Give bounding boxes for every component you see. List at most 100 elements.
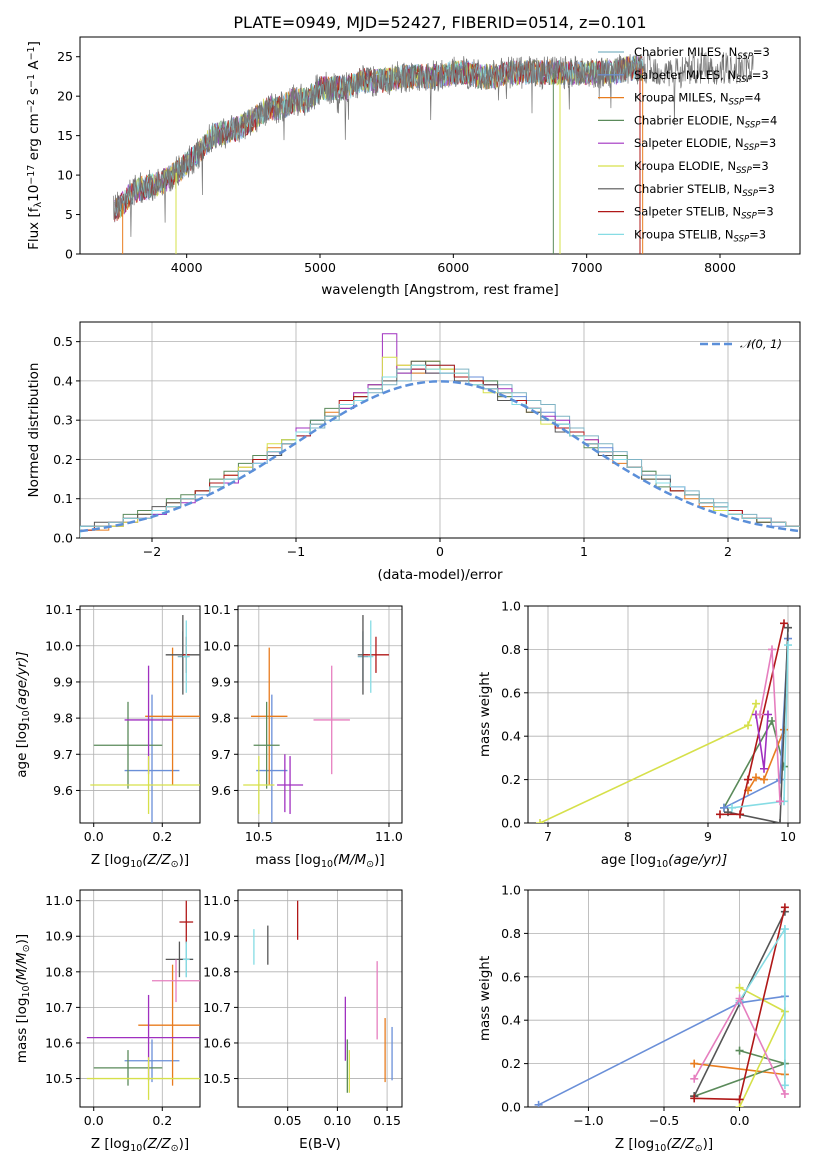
y-tick-label: 1.0 (501, 883, 521, 898)
x-tick-label: 7 (544, 829, 552, 844)
y-tick-label: 15 (57, 128, 73, 143)
y-tick-label: 0.8 (501, 926, 521, 941)
x-axis-label: age [log10(age/yr)] (601, 852, 727, 870)
y-tick-label: 11.0 (203, 893, 231, 908)
x-tick-label: 0.0 (84, 829, 104, 844)
y-tick-label: 9.7 (53, 747, 73, 762)
x-tick-label: 0.0 (730, 1113, 750, 1128)
y-tick-label: 0.6 (501, 969, 521, 984)
y-tick-label: 10.9 (45, 929, 73, 944)
x-tick-label: 0.2 (152, 829, 172, 844)
axes-frame (79, 36, 801, 255)
y-tick-label: 9.8 (211, 711, 231, 726)
y-tick-label: 10.5 (45, 1071, 73, 1086)
y-tick-label: 9.6 (211, 783, 231, 798)
y-tick-label: 10.9 (203, 929, 231, 944)
massweight-marker-salpeter_miles (720, 803, 728, 812)
massweight-marker-salpeter_elodie (760, 764, 768, 773)
massweight-marker-kroupa_elodie (735, 983, 744, 992)
y-tick-label: 20 (57, 89, 73, 104)
x-tick-label: 2 (724, 544, 732, 559)
massweight-marker-kroupa_miles (760, 775, 768, 784)
figure-title: PLATE=0949, MJD=52427, FIBERID=0514, z=0… (233, 13, 646, 32)
x-tick-label: 0.15 (373, 1113, 401, 1128)
panel-residuals: −2 −1 0 1 2 0.0 0.1 0.2 0.3 0.4 0.5 𝒩(0, 1) (data-mo… (26, 321, 801, 583)
x-tick-label: 0.2 (152, 1113, 172, 1128)
y-tick-label: 10.7 (203, 1000, 231, 1015)
massweight-marker-kroupa_stelib (784, 641, 792, 650)
panel-mass_vs_EBV: 0.05 0.10 0.15 10.5 10.6 10.7 10.8 10.9 11.0 E(B-… (203, 889, 403, 1152)
y-tick-label: 0.2 (501, 772, 521, 787)
legend-label-kroupa_elodie: Kroupa ELODIE, NSSP=3 (634, 159, 769, 176)
y-tick-label: 10.1 (45, 602, 73, 617)
errorbar-plot (243, 615, 389, 823)
x-tick-label: 0.0 (84, 1113, 104, 1128)
data-spectrum-line (112, 52, 754, 237)
legend-label-chabrier_elodie: Chabrier ELODIE, NSSP=4 (634, 113, 777, 130)
spectrum-plot (112, 52, 754, 254)
legend-label-salpeter_miles: Salpeter MILES, NSSP=3 (634, 68, 769, 85)
massweight-line-salpeter_stelib (720, 623, 785, 816)
massweight-line-salpeter_elodie (755, 714, 769, 769)
y-tick-label: 0.0 (53, 531, 73, 546)
x-tick-label: −1.0 (573, 1113, 603, 1128)
y-tick-label: 1.0 (501, 599, 521, 614)
legend-label-kroupa_miles: Kroupa MILES, NSSP=4 (634, 91, 761, 108)
x-axis-label: E(B-V) (299, 1136, 341, 1152)
massweight-marker-chabrier_elodie (768, 717, 776, 726)
massweight-marker-salpeter_miles (534, 1100, 543, 1107)
legend-label-chabrier_miles: Chabrier MILES, NSSP=3 (634, 45, 770, 62)
x-tick-label: 1 (580, 544, 588, 559)
x-axis-label: Z [log10(Z/Z⊙)] (91, 852, 189, 870)
y-tick-label: 0.0 (501, 1100, 521, 1115)
x-tick-label: 10.5 (245, 829, 273, 844)
x-tick-label: 6000 (437, 260, 469, 275)
massweight-marker-kroupa_elodie (744, 721, 752, 730)
panel-massweight_vs_age: 7 8 9 10 0.0 0.2 0.4 0.6 0.8 1.0 age [log10(age/yr… (477, 599, 801, 870)
massweight-marker-kroupa_stelib (780, 925, 789, 934)
y-tick-label: 9.9 (211, 674, 231, 689)
y-tick-label: 10.7 (45, 1000, 73, 1015)
y-tick-label: 10.8 (45, 964, 73, 979)
massweight-marker-salpeter_stelib (735, 1095, 744, 1104)
massweight-marker-pink (690, 1074, 699, 1083)
x-tick-label: 4000 (171, 260, 203, 275)
massweight-marker-pink (776, 797, 784, 806)
y-tick-label: 0.0 (501, 816, 521, 831)
massweight-marker-salpeter_stelib (690, 1094, 699, 1103)
x-tick-label: 7000 (571, 260, 603, 275)
y-axis-label: mass weight (477, 956, 493, 1041)
y-axis-label: Flux [fλ10−17 erg cm−2 s−1 A−1] (26, 41, 45, 250)
massweight-marker-pink (768, 645, 776, 654)
panel-massweight_vs_Z: −1.0 −0.5 0.0 0.0 0.2 0.4 0.6 0.8 1.0 Z [log10(Z/… (477, 883, 801, 1154)
massweight-marker-salpeter_stelib (736, 810, 744, 819)
x-tick-label: 11.0 (375, 829, 403, 844)
histogram-plot (80, 333, 800, 538)
y-tick-label: 0.2 (501, 1056, 521, 1071)
axes-frame (527, 605, 801, 824)
y-tick-label: 25 (57, 49, 73, 64)
massweight-marker-kroupa_elodie (536, 819, 544, 823)
errorbar-plot (86, 900, 200, 1100)
x-axis-label: mass [log10(M/M⊙)] (255, 852, 384, 870)
y-tick-label: 10 (57, 168, 73, 183)
massweight-marker-salpeter_miles (776, 775, 784, 784)
massweight-line-chabrier_stelib (727, 627, 789, 823)
massweight-marker-salpeter_elodie (764, 710, 772, 719)
x-tick-label: 10 (780, 829, 796, 844)
massweight-line-chabrier_elodie (723, 718, 785, 809)
massweight-plot (534, 903, 789, 1107)
legend-label-kroupa_stelib: Kroupa STELIB, NSSP=3 (634, 227, 766, 244)
axes-frame (79, 889, 201, 1108)
y-tick-label: 0.5 (53, 334, 73, 349)
massweight-marker-kroupa_stelib (728, 803, 736, 812)
x-tick-label: 5000 (304, 260, 336, 275)
y-tick-label: 9.7 (211, 747, 231, 762)
x-tick-label: 9 (704, 829, 712, 844)
errorbar-plot (90, 615, 200, 823)
panel-age_vs_Z: 0.0 0.2 9.6 9.7 9.8 9.9 10.0 10.1 Z [log10(Z/Z⊙)… (14, 602, 201, 870)
massweight-marker-salpeter_stelib (716, 810, 724, 819)
x-axis-label: (data-model)/error (377, 567, 503, 583)
x-tick-label: 0.10 (323, 1113, 351, 1128)
panel-mass_vs_Z: 0.0 0.2 10.5 10.6 10.7 10.8 10.9 11.0 Z [log10(Z… (14, 889, 201, 1154)
